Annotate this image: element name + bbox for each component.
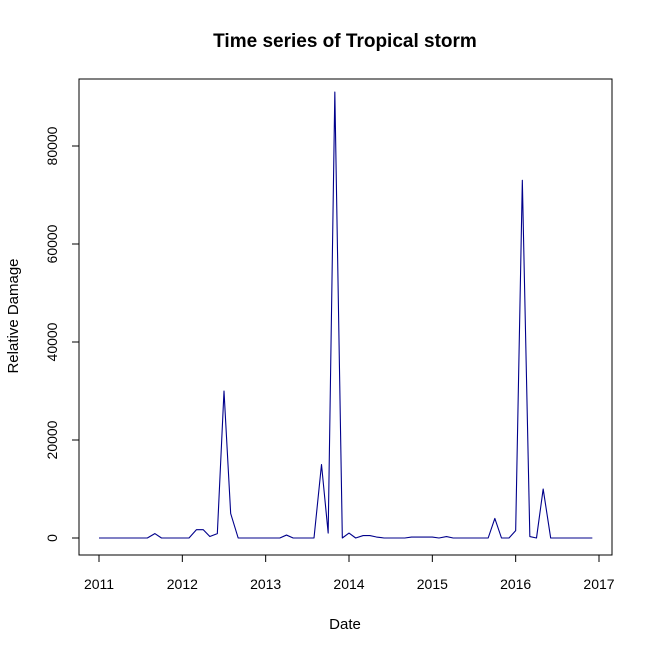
chart-title: Time series of Tropical storm — [213, 31, 477, 52]
x-axis-label: Date — [329, 616, 361, 633]
y-tick-label: 80000 — [44, 126, 60, 165]
x-tick-label: 2016 — [500, 576, 531, 592]
y-axis: 0 20000 40000 60000 80000 — [44, 126, 80, 542]
y-tick-label: 20000 — [44, 420, 60, 459]
x-tick-label: 2013 — [250, 576, 281, 592]
series-group — [99, 91, 593, 539]
y-tick-label: 0 — [44, 534, 60, 542]
x-tick-label: 2014 — [333, 576, 364, 592]
x-tick-label: 2012 — [167, 576, 198, 592]
y-axis-label: Relative Damage — [5, 258, 22, 373]
y-tick-label: 40000 — [44, 322, 60, 361]
x-tick-label: 2017 — [583, 576, 614, 592]
x-tick-label: 2015 — [417, 576, 448, 592]
x-tick-label: 2011 — [84, 576, 114, 592]
plot-frame — [78, 78, 613, 556]
y-tick-label: 60000 — [44, 224, 60, 263]
x-axis: 2011 2012 2013 2014 2015 2016 2017 — [84, 554, 615, 592]
series-line — [99, 91, 593, 539]
